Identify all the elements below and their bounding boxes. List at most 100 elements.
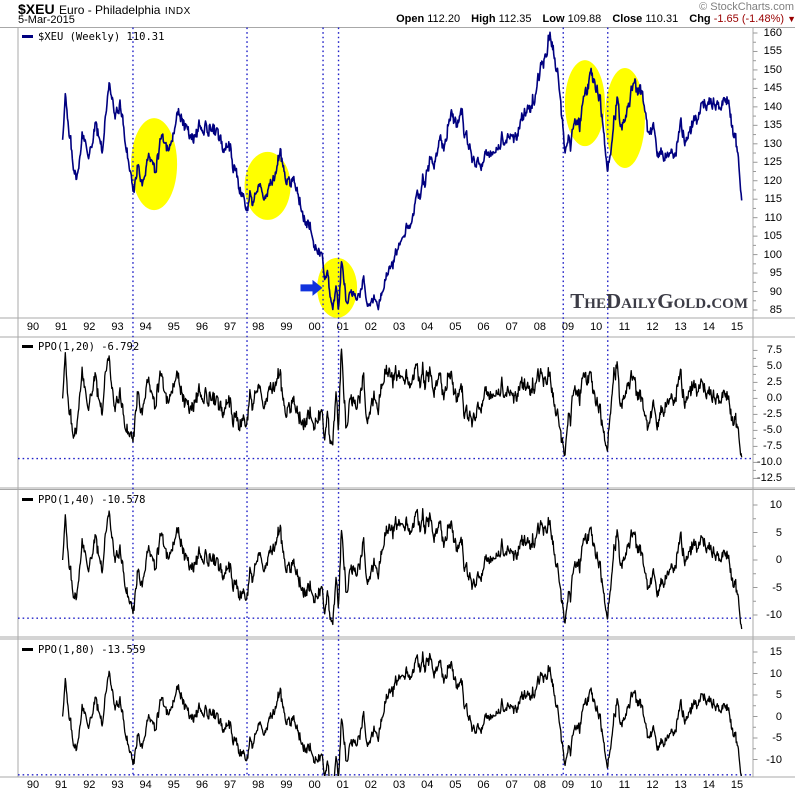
down-triangle-icon: ▼ bbox=[787, 14, 796, 24]
x-axis-label: 96 bbox=[195, 321, 209, 333]
ppo80-line-swatch-icon bbox=[22, 647, 33, 651]
highlight-ellipse bbox=[244, 151, 291, 220]
high-label: High bbox=[471, 13, 496, 25]
y-axis-label: 0 bbox=[775, 710, 782, 723]
x-axis-label: 15 bbox=[730, 321, 744, 333]
ppo40-line-swatch-icon bbox=[22, 497, 33, 501]
x-axis-label: 94 bbox=[139, 779, 152, 791]
ppo-1-40-line bbox=[61, 508, 743, 630]
ppo20-legend-text: PPO(1,20) -6.792 bbox=[38, 341, 140, 353]
x-axis-label: 03 bbox=[392, 779, 406, 791]
ppo80-legend: PPO(1,80) -13.559 bbox=[22, 644, 145, 656]
x-axis-label: 02 bbox=[364, 779, 378, 791]
y-axis-label: -10 bbox=[766, 753, 782, 766]
y-axis-label: -2.5 bbox=[763, 408, 782, 421]
x-axis-label: 91 bbox=[55, 321, 68, 333]
y-axis-label: 135 bbox=[763, 119, 782, 132]
symbol-name: Euro - Philadelphia bbox=[59, 3, 161, 17]
x-axis-label: 09 bbox=[561, 321, 575, 333]
x-axis-label: 01 bbox=[336, 779, 349, 791]
x-axis-label: 93 bbox=[111, 321, 124, 333]
ppo-1-80-line bbox=[61, 651, 742, 776]
open-value: 112.20 bbox=[427, 13, 461, 25]
price-line bbox=[61, 31, 743, 311]
price-legend: $XEU (Weekly) 110.31 bbox=[22, 31, 164, 43]
ppo20-legend: PPO(1,20) -6.792 bbox=[22, 341, 139, 353]
symbol: $XEU bbox=[18, 1, 55, 17]
x-axis-label: 96 bbox=[195, 779, 209, 791]
y-axis-label: 105 bbox=[763, 230, 782, 243]
y-axis-label: -12.5 bbox=[756, 472, 782, 485]
x-axis-label: 00 bbox=[308, 779, 321, 791]
y-axis-label: 130 bbox=[763, 137, 782, 150]
close-value: 110.31 bbox=[645, 13, 679, 25]
x-axis-label: 04 bbox=[421, 321, 434, 333]
y-axis-label: 85 bbox=[769, 303, 782, 316]
x-axis-label: 06 bbox=[477, 779, 490, 791]
y-axis-label: -10.0 bbox=[756, 456, 782, 469]
x-axis-label: 09 bbox=[561, 779, 575, 791]
close-label: Close bbox=[612, 13, 643, 25]
x-axis-label: 08 bbox=[533, 321, 546, 333]
x-axis-label: 05 bbox=[449, 779, 462, 791]
x-axis-label: 11 bbox=[618, 779, 631, 791]
right-arrow-icon bbox=[300, 279, 323, 296]
x-axis-label: 04 bbox=[421, 779, 434, 791]
x-axis-label: 90 bbox=[26, 779, 40, 791]
y-axis-label: -7.5 bbox=[763, 440, 782, 453]
x-axis-label: 00 bbox=[308, 321, 321, 333]
x-axis-label: 97 bbox=[223, 321, 237, 333]
y-axis-label: 90 bbox=[769, 285, 782, 298]
x-axis-label: 91 bbox=[55, 779, 68, 791]
y-axis-label: -5 bbox=[772, 732, 782, 744]
open-label: Open bbox=[396, 13, 425, 25]
x-axis-label: 90 bbox=[26, 321, 40, 333]
x-axis-label: 14 bbox=[702, 321, 715, 333]
watermark: TheDailyGold.com bbox=[570, 289, 748, 313]
y-axis-label: 115 bbox=[764, 193, 782, 206]
ohlc-quote: Open 112.20 High 112.35 Low 109.88 Close… bbox=[388, 13, 796, 25]
y-axis-label: -5.0 bbox=[763, 424, 782, 437]
change-label: Chg bbox=[689, 13, 711, 25]
x-axis-label: 99 bbox=[280, 779, 293, 791]
y-axis-label: 2.5 bbox=[766, 376, 782, 389]
price-legend-text: $XEU (Weekly) 110.31 bbox=[38, 31, 165, 43]
x-axis-label: 12 bbox=[646, 779, 659, 791]
x-axis-label: 92 bbox=[83, 321, 96, 333]
x-axis-label: 15 bbox=[730, 779, 744, 791]
x-axis-label: 10 bbox=[590, 779, 603, 791]
y-axis-label: 0 bbox=[775, 554, 782, 566]
x-axis-label: 01 bbox=[336, 321, 349, 333]
y-axis-label: -10 bbox=[766, 609, 782, 621]
x-axis-label: 93 bbox=[111, 779, 124, 791]
y-axis-label: 5 bbox=[775, 689, 782, 701]
x-axis-label: 10 bbox=[590, 321, 603, 333]
y-axis-label: 120 bbox=[763, 174, 782, 187]
x-axis-label: 11 bbox=[618, 321, 631, 333]
y-axis-label: 155 bbox=[763, 45, 782, 58]
x-axis-label: 95 bbox=[167, 321, 180, 333]
y-axis-label: 150 bbox=[763, 63, 782, 76]
ppo-1-20-line bbox=[61, 348, 743, 458]
x-axis-label: 98 bbox=[252, 779, 265, 791]
y-axis-label: 160 bbox=[763, 27, 782, 39]
y-axis-label: 5.0 bbox=[766, 360, 782, 373]
y-axis-label: 5 bbox=[775, 526, 782, 539]
copyright-notice: © StockCharts.com bbox=[699, 1, 794, 13]
x-axis-label: 02 bbox=[364, 321, 378, 333]
exchange-label: INDX bbox=[164, 6, 191, 17]
x-axis-label: 94 bbox=[139, 321, 152, 333]
high-value: 112.35 bbox=[498, 13, 532, 25]
y-axis-label: 10 bbox=[769, 499, 782, 511]
x-axis-label: 08 bbox=[533, 779, 546, 791]
low-label: Low bbox=[542, 13, 565, 25]
x-axis-label: 13 bbox=[674, 321, 687, 333]
price-line-swatch-icon bbox=[22, 34, 33, 38]
y-axis-label: 100 bbox=[763, 248, 782, 261]
x-axis-label: 07 bbox=[505, 779, 518, 791]
y-axis-label: 15 bbox=[769, 646, 782, 658]
chart-date: 5-Mar-2015 bbox=[18, 14, 75, 26]
x-axis-label: 05 bbox=[449, 321, 462, 333]
y-axis-label: 140 bbox=[763, 100, 782, 113]
